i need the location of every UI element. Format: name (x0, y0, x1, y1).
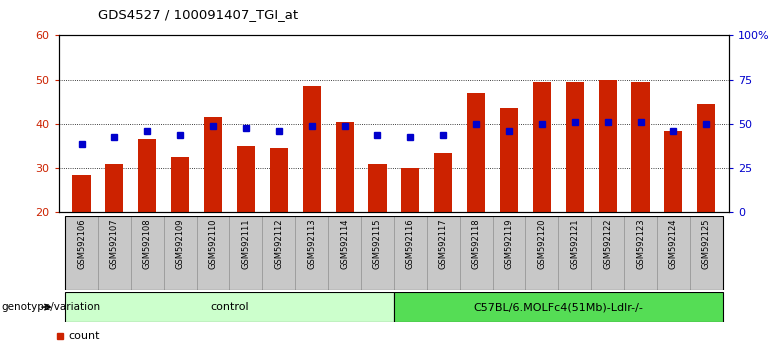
Bar (171, 157, 190, 212)
Bar (492, 216, 526, 290)
Bar (434, 153, 452, 212)
Bar (73, 175, 90, 212)
Text: GSM592113: GSM592113 (307, 218, 316, 269)
Text: GSM592118: GSM592118 (472, 218, 480, 269)
Bar (204, 117, 222, 212)
Text: C57BL/6.MOLFc4(51Mb)-Ldlr-/-: C57BL/6.MOLFc4(51Mb)-Ldlr-/- (473, 302, 644, 312)
Text: GSM592111: GSM592111 (242, 218, 250, 269)
Bar (591, 216, 624, 290)
Bar (558, 216, 591, 290)
Bar (138, 139, 156, 212)
Bar (632, 82, 650, 212)
Bar (467, 93, 485, 212)
Text: count: count (69, 331, 100, 341)
Bar (401, 168, 420, 212)
Text: genotype/variation: genotype/variation (2, 302, 101, 312)
Text: GSM592119: GSM592119 (505, 218, 513, 269)
Bar (657, 216, 690, 290)
Bar (164, 216, 197, 290)
Bar (328, 216, 361, 290)
Bar (237, 146, 255, 212)
Bar (598, 80, 617, 212)
Bar (459, 216, 492, 290)
Bar (368, 164, 387, 212)
Bar (690, 216, 723, 290)
Bar (335, 122, 353, 212)
Text: GSM592117: GSM592117 (438, 218, 448, 269)
Bar (394, 216, 427, 290)
Bar (566, 82, 583, 212)
Text: GSM592123: GSM592123 (636, 218, 645, 269)
Bar (361, 216, 394, 290)
Text: GSM592112: GSM592112 (275, 218, 283, 269)
Bar (197, 216, 229, 290)
Bar (303, 86, 321, 212)
Bar (526, 216, 558, 290)
Text: GSM592116: GSM592116 (406, 218, 415, 269)
Text: GSM592108: GSM592108 (143, 218, 152, 269)
Bar (394, 292, 723, 322)
Bar (131, 216, 164, 290)
Bar (427, 216, 459, 290)
Text: GSM592114: GSM592114 (340, 218, 349, 269)
Text: GSM592124: GSM592124 (669, 218, 678, 269)
Text: GSM592122: GSM592122 (603, 218, 612, 269)
Text: GSM592110: GSM592110 (208, 218, 218, 269)
Bar (229, 216, 262, 290)
Bar (624, 216, 657, 290)
Text: GSM592115: GSM592115 (373, 218, 382, 269)
Text: GSM592107: GSM592107 (110, 218, 119, 269)
Bar (665, 131, 682, 212)
Bar (65, 292, 394, 322)
Text: GDS4527 / 100091407_TGI_at: GDS4527 / 100091407_TGI_at (98, 8, 298, 21)
Bar (105, 164, 123, 212)
Bar (533, 82, 551, 212)
Text: GSM592121: GSM592121 (570, 218, 580, 269)
Bar (65, 216, 98, 290)
Text: GSM592109: GSM592109 (176, 218, 185, 269)
Text: GSM592106: GSM592106 (77, 218, 86, 269)
Text: GSM592120: GSM592120 (537, 218, 546, 269)
Text: control: control (210, 302, 249, 312)
Bar (98, 216, 131, 290)
Bar (500, 108, 518, 212)
Text: GSM592125: GSM592125 (702, 218, 711, 269)
Bar (296, 216, 328, 290)
Bar (270, 148, 288, 212)
Bar (697, 104, 715, 212)
Bar (262, 216, 296, 290)
